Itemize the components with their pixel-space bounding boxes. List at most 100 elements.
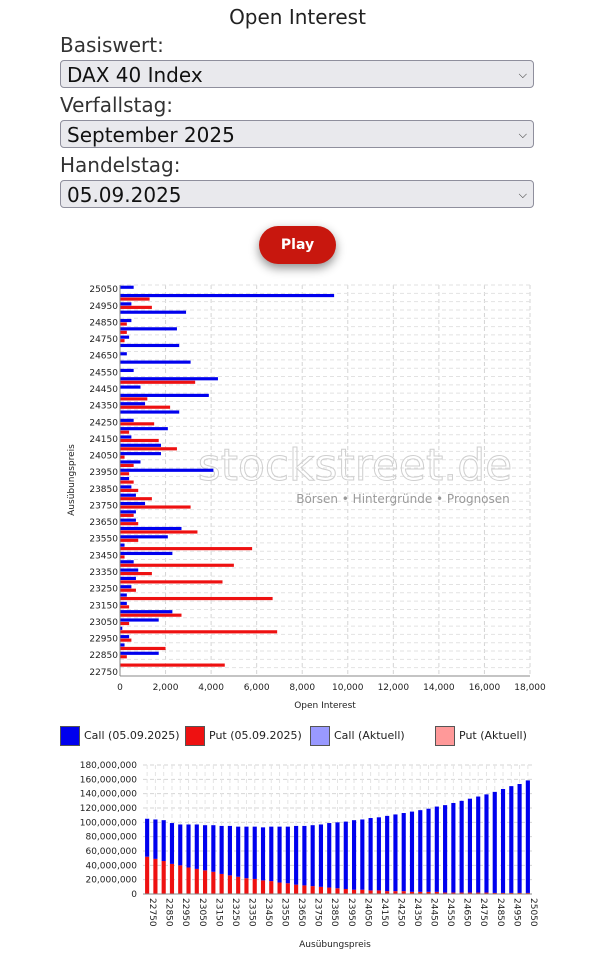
bar-put-22900 [120,646,166,651]
bar-call-23400 [120,560,134,564]
play-button[interactable]: Play [259,226,336,264]
bar-call-23050 [120,618,159,622]
bar-call [318,824,324,887]
x-axis-label: Open Interest [294,701,356,711]
bar-put-23200 [120,596,273,601]
bar-put-23000 [120,630,278,634]
bar-call [418,810,423,892]
watermark-brand: stockstreet.de [198,440,512,491]
x-tick-label: 4,000 [198,683,224,693]
bar-call-24850 [120,318,132,323]
bar-call [409,811,415,892]
bar-put [401,891,406,894]
bar-put-23400 [120,563,234,567]
bar-put [500,892,506,894]
bar-put-23700 [120,513,134,517]
x-tick-label: 25050 [528,898,538,927]
bar-call-23450 [120,551,173,556]
basiswert-label: Basiswert: [60,33,164,57]
bar-call-24600 [120,360,191,364]
bar-put-24800 [120,330,127,334]
x-tick-label: 23050 [197,898,207,927]
x-tick-label: 12,000 [378,683,410,693]
bar-call-24250 [120,418,134,422]
y-tick-label: 24350 [89,402,118,412]
bar-call [219,825,224,874]
legend-item-put-current[interactable]: Put (Aktuell) [435,725,527,747]
basiswert-value: DAX 40 Index [67,63,203,87]
bar-put-23600 [120,530,198,534]
bar-call [203,825,208,871]
basiswert-select[interactable]: DAX 40 Index ⌵ [60,60,534,88]
x-tick-label: 22850 [164,898,174,927]
y-tick-label: 22750 [89,668,118,678]
bar-call-24550 [120,368,134,373]
verfallstag-value: September 2025 [67,123,235,147]
bar-call-24400 [120,393,209,397]
bar-call-24200 [120,427,168,431]
bar-call [443,805,448,893]
x-tick-label: 23550 [280,898,290,927]
x-tick-label: 23850 [329,898,339,927]
bar-put-23850 [120,488,139,492]
open-interest-chart: 0 2,000 4,000 6,000 8,000 10,000 12,000 14,000 1… [67,284,546,711]
bar-call-24950 [120,302,132,306]
bar-call-23200 [120,593,127,597]
bar-call [459,800,464,893]
bar-put-23050 [120,621,130,626]
bar-put [178,865,183,894]
bar-call-24800 [120,327,177,331]
y-tick-label: 23950 [89,468,118,478]
bar-put [327,887,332,894]
y-tick-label: 20,000,000 [85,876,137,886]
y-tick-label: 24450 [89,385,118,395]
bar-put-24250 [120,422,155,426]
y-tick-label: 23050 [89,618,118,628]
bar-put-23300 [120,580,223,584]
legend-item-put[interactable]: Put (05.09.2025) [185,725,302,747]
legend-label: Put (Aktuell) [459,729,527,742]
y-tick-label: 23750 [89,501,118,511]
handelstag-value: 05.09.2025 [67,183,182,207]
y-axis-label: Ausübungspreis [67,444,77,516]
y-tick-label: 60,000,000 [85,847,137,857]
y-tick-label: 120,000,000 [80,804,138,814]
x-tick-label: 24250 [395,898,405,927]
bar-call-24100 [120,443,161,447]
x-tick-label: 8,000 [289,683,315,693]
bar-put-24950 [120,305,152,309]
bar-put [476,892,481,894]
bar-put [434,891,439,894]
bar-call [277,826,282,883]
y-tick-label: 80,000,000 [85,833,137,843]
handelstag-select[interactable]: 05.09.2025 ⌵ [60,180,534,208]
legend-swatch-call-current [310,726,330,746]
legend-item-call[interactable]: Call (05.09.2025) [60,725,180,747]
x-tick-label: 24750 [478,898,488,927]
chart-legend: Call (05.09.2025) Put (05.09.2025) Call … [0,725,595,747]
bar-put [517,892,522,894]
bar-call-24450 [120,385,141,389]
bar-call-23500 [120,543,125,547]
y-tick-label: 25050 [89,285,118,295]
bar-put [385,891,390,894]
bar-put-23800 [120,497,152,501]
legend-item-call-current[interactable]: Call (Aktuell) [310,725,405,747]
bar-call [310,825,315,887]
bar-put [426,891,431,894]
bar-put [393,891,398,894]
y-tick-label: 140,000,000 [80,790,138,800]
verfallstag-select[interactable]: September 2025 ⌵ [60,120,534,148]
legend-label: Call (05.09.2025) [84,729,180,742]
bar-put-22800 [120,663,225,667]
x-tick-label: 22950 [180,898,190,927]
bar-call [294,825,299,885]
y-tick-label: 23150 [89,601,118,611]
x-tick-label: 24350 [412,898,422,927]
bar-put [492,892,497,894]
bar-put [302,885,307,894]
bar-call-23000 [120,626,123,630]
y-tick-label: 24850 [89,318,118,328]
x-tick-label: 24450 [429,898,439,927]
x-tick-label: 24650 [462,898,472,927]
